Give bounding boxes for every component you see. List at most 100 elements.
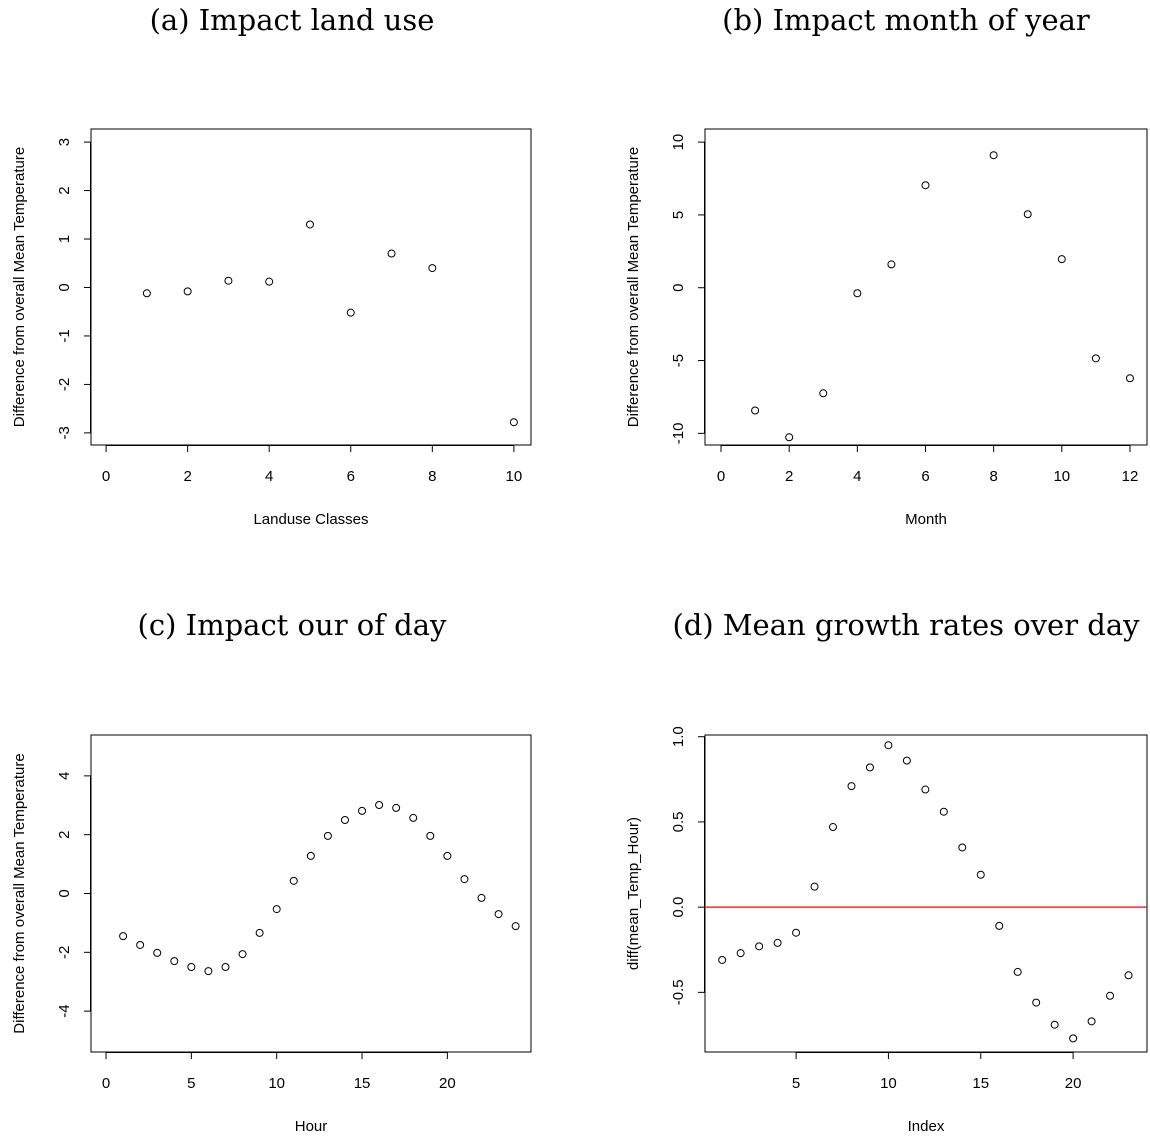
y-axis-label: Difference from overall Mean Temperature bbox=[11, 753, 28, 1033]
y-tick-label: 5 bbox=[670, 211, 687, 219]
point bbox=[426, 831, 435, 840]
y-tick-label: -2 bbox=[56, 378, 73, 391]
point bbox=[921, 785, 930, 794]
y-tick-label: -1 bbox=[56, 329, 73, 342]
x-tick-label: 5 bbox=[187, 1075, 195, 1092]
point bbox=[1023, 210, 1032, 219]
point bbox=[119, 932, 128, 941]
point bbox=[224, 276, 233, 285]
point bbox=[751, 406, 760, 415]
point bbox=[306, 851, 315, 860]
point bbox=[847, 782, 856, 791]
x-tick-label: 2 bbox=[183, 468, 191, 485]
y-tick-label: -10 bbox=[670, 423, 687, 445]
x-tick-label: 20 bbox=[1065, 1075, 1082, 1092]
plot-box bbox=[90, 128, 532, 446]
point bbox=[792, 928, 801, 937]
point bbox=[902, 756, 911, 765]
x-tick-label: 4 bbox=[265, 468, 273, 485]
point bbox=[884, 741, 893, 750]
point bbox=[755, 942, 764, 951]
point bbox=[375, 800, 384, 809]
y-tick-label: -4 bbox=[56, 1004, 73, 1017]
y-tick-label: 4 bbox=[56, 772, 73, 780]
y-tick-label: 1 bbox=[56, 235, 73, 243]
x-tick-label: 6 bbox=[347, 468, 355, 485]
plot-box bbox=[704, 128, 1148, 446]
point bbox=[272, 905, 281, 914]
point bbox=[853, 289, 862, 298]
y-tick-label: 0 bbox=[670, 284, 687, 292]
point bbox=[810, 882, 819, 891]
point bbox=[1013, 967, 1022, 976]
point bbox=[387, 249, 396, 258]
point bbox=[511, 922, 520, 931]
point bbox=[736, 949, 745, 958]
point bbox=[204, 967, 213, 976]
point bbox=[238, 950, 247, 959]
point bbox=[346, 308, 355, 317]
y-tick-label: -3 bbox=[56, 426, 73, 439]
point bbox=[887, 260, 896, 269]
x-tick-label: 10 bbox=[268, 1075, 285, 1092]
point bbox=[142, 289, 151, 298]
x-axis-label: Hour bbox=[295, 1118, 328, 1135]
point bbox=[428, 264, 437, 273]
point bbox=[865, 763, 874, 772]
point bbox=[136, 940, 145, 949]
point bbox=[976, 870, 985, 879]
y-tick-label: 3 bbox=[56, 138, 73, 146]
point bbox=[265, 277, 274, 286]
y-tick-label: 0.0 bbox=[670, 897, 687, 918]
point bbox=[305, 220, 314, 229]
point bbox=[773, 938, 782, 947]
x-tick-label: 8 bbox=[989, 468, 997, 485]
x-tick-label: 4 bbox=[853, 468, 861, 485]
chart-title: (b) Impact month of year bbox=[722, 3, 1090, 37]
x-tick-label: 8 bbox=[428, 468, 436, 485]
point bbox=[785, 433, 794, 442]
y-axis-label: diff(mean_Temp_Hour) bbox=[625, 817, 642, 970]
point bbox=[392, 803, 401, 812]
point bbox=[323, 831, 332, 840]
point bbox=[153, 948, 162, 957]
point bbox=[509, 418, 518, 427]
chart-title: (c) Impact our of day bbox=[138, 608, 447, 642]
x-tick-label: 0 bbox=[717, 468, 725, 485]
x-tick-label: 10 bbox=[1053, 468, 1070, 485]
point bbox=[494, 910, 503, 919]
x-tick-label: 20 bbox=[439, 1075, 456, 1092]
point bbox=[1106, 991, 1115, 1000]
y-tick-label: -5 bbox=[670, 354, 687, 367]
point bbox=[958, 843, 967, 852]
point bbox=[718, 955, 727, 964]
y-axis-label: Difference from overall Mean Temperature bbox=[11, 147, 28, 427]
plot-box bbox=[704, 734, 1148, 1053]
point bbox=[1032, 998, 1041, 1007]
point bbox=[921, 181, 930, 190]
point bbox=[1057, 255, 1066, 264]
y-tick-label: -0.5 bbox=[670, 979, 687, 1005]
point bbox=[358, 806, 367, 815]
x-tick-label: 15 bbox=[354, 1075, 371, 1092]
y-tick-label: 2 bbox=[56, 186, 73, 194]
x-tick-label: 10 bbox=[506, 468, 523, 485]
x-tick-label: 2 bbox=[785, 468, 793, 485]
point bbox=[170, 957, 179, 966]
point bbox=[443, 851, 452, 860]
x-tick-label: 6 bbox=[921, 468, 929, 485]
x-tick-label: 10 bbox=[880, 1075, 897, 1092]
y-tick-label: 10 bbox=[670, 134, 687, 151]
point bbox=[1087, 1017, 1096, 1026]
point bbox=[1069, 1034, 1078, 1043]
y-tick-label: 1.0 bbox=[670, 726, 687, 747]
chart-title: (d) Mean growth rates over day bbox=[672, 608, 1140, 642]
x-tick-label: 15 bbox=[972, 1075, 989, 1092]
y-axis-label: Difference from overall Mean Temperature bbox=[625, 147, 642, 427]
point bbox=[221, 963, 230, 972]
point bbox=[829, 823, 838, 832]
y-tick-label: 0 bbox=[56, 283, 73, 291]
point bbox=[183, 287, 192, 296]
y-tick-label: 0 bbox=[56, 889, 73, 897]
